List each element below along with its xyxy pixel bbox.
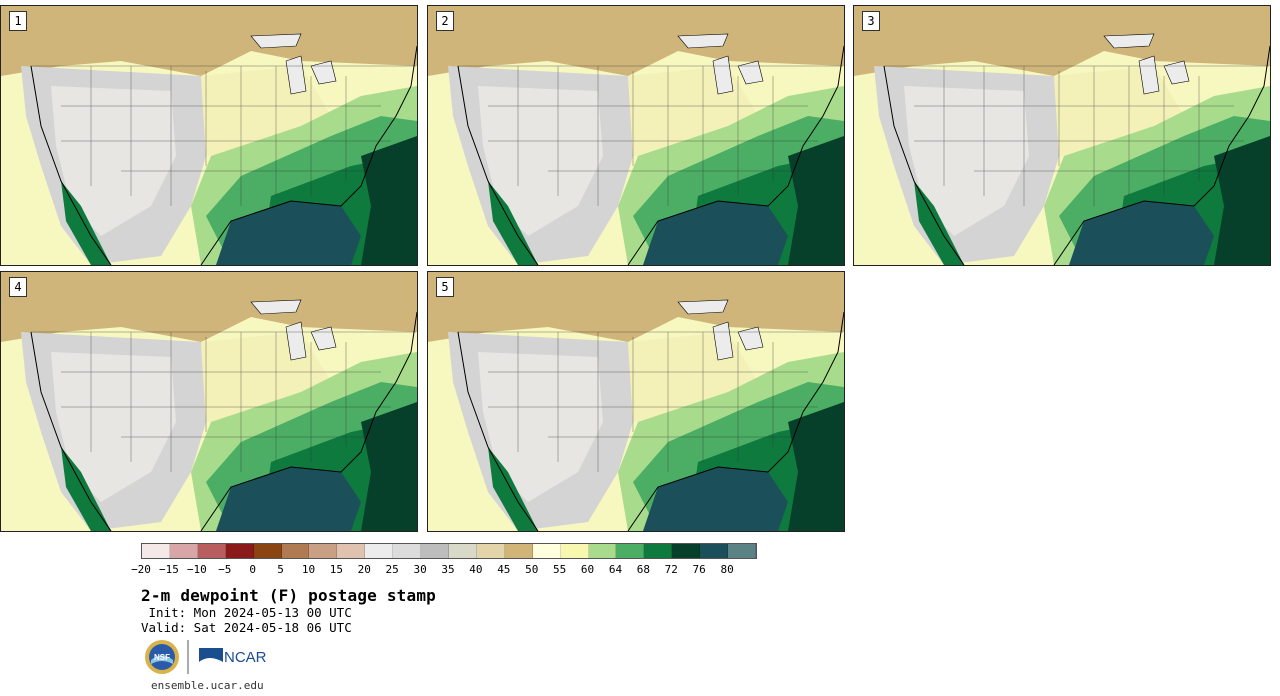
- colorbar-swatch: [197, 544, 226, 558]
- colorbar-swatch: [476, 544, 505, 558]
- colorbar-swatch: [700, 544, 729, 558]
- colorbar-tick-label: 64: [608, 563, 623, 576]
- colorbar-tick-label: 0: [249, 563, 256, 576]
- colorbar-tick-label: 50: [525, 563, 539, 576]
- map-image: [428, 272, 844, 531]
- init-time: Init: Mon 2024-05-13 00 UTC: [141, 605, 352, 620]
- colorbar-swatch: [421, 544, 449, 558]
- colorbar-swatch: [588, 544, 617, 558]
- colorbar-swatch: [142, 544, 170, 558]
- svg-text:NSF: NSF: [154, 653, 170, 662]
- logos: NSF NCAR: [143, 638, 283, 676]
- colorbar-swatch: [616, 544, 645, 558]
- chart-title: 2-m dewpoint (F) postage stamp: [141, 586, 436, 605]
- colorbar-swatch: [504, 544, 533, 558]
- colorbar-tick-label: 35: [441, 563, 455, 576]
- map-image: [854, 6, 1270, 265]
- colorbar-tick-label: 20: [357, 563, 371, 576]
- colorbar-swatch: [281, 544, 310, 558]
- colorbar-tick-label: 45: [497, 563, 511, 576]
- map-panel-3: 3: [853, 5, 1271, 266]
- colorbar-tick-label: −5: [218, 563, 232, 576]
- map-panel-4: 4: [0, 271, 418, 532]
- colorbar-tick-label: 68: [636, 563, 650, 576]
- colorbar-swatch: [532, 544, 561, 558]
- nsf-logo: NSF: [145, 640, 179, 674]
- colorbar-labels: −20 −15 −10 −5 0 5 10 15 20 25 30 35 40 45 50 55 60 64 68 7…: [131, 563, 781, 577]
- colorbar-tick-label: 10: [301, 563, 316, 576]
- colorbar-swatch: [337, 544, 366, 558]
- svg-text:NCAR: NCAR: [224, 649, 267, 666]
- colorbar-tick-label: 60: [580, 563, 595, 576]
- map-image: [428, 6, 844, 265]
- colorbar-swatch: [309, 544, 338, 558]
- panel-number: 4: [9, 277, 27, 297]
- colorbar-tick-label: −15: [158, 563, 179, 576]
- colorbar-tick-label: −10: [186, 563, 207, 576]
- colorbar-tick-label: 15: [329, 563, 343, 576]
- colorbar-swatch: [253, 544, 282, 558]
- map-panel-2: 2: [427, 5, 845, 266]
- footer-url: ensemble.ucar.edu: [151, 679, 264, 692]
- map-panel-5: 5: [427, 271, 845, 532]
- panel-number: 3: [862, 11, 880, 31]
- colorbar-swatch: [728, 544, 756, 558]
- colorbar-tick-label: 55: [553, 563, 567, 576]
- colorbar-swatch: [672, 544, 701, 558]
- colorbar-tick-label: 80: [720, 563, 734, 576]
- colorbar-tick-label: 76: [692, 563, 706, 576]
- colorbar-swatch: [560, 544, 589, 558]
- map-panel-1: 1: [0, 5, 418, 266]
- colorbar-tick-label: −20: [131, 563, 151, 576]
- colorbar-swatch: [169, 544, 198, 558]
- map-image: [1, 6, 417, 265]
- map-image: [1, 272, 417, 531]
- colorbar-tick-label: 25: [385, 563, 399, 576]
- ncar-logo: NCAR: [199, 648, 267, 666]
- panel-number: 1: [9, 11, 27, 31]
- colorbar-swatch: [365, 544, 394, 558]
- colorbar-swatch: [225, 544, 254, 558]
- colorbar-tick-label: 72: [664, 563, 678, 576]
- colorbar-tick-label: 40: [469, 563, 483, 576]
- valid-time: Valid: Sat 2024-05-18 06 UTC: [141, 620, 352, 635]
- panel-number: 5: [436, 277, 454, 297]
- colorbar-swatch: [644, 544, 673, 558]
- colorbar: [141, 543, 757, 559]
- colorbar-swatch: [393, 544, 422, 558]
- logo-image: NSF NCAR: [145, 640, 267, 674]
- panel-number: 2: [436, 11, 454, 31]
- colorbar-tick-label: 30: [413, 563, 427, 576]
- colorbar-tick-label: 5: [277, 563, 284, 576]
- colorbar-swatch: [448, 544, 477, 558]
